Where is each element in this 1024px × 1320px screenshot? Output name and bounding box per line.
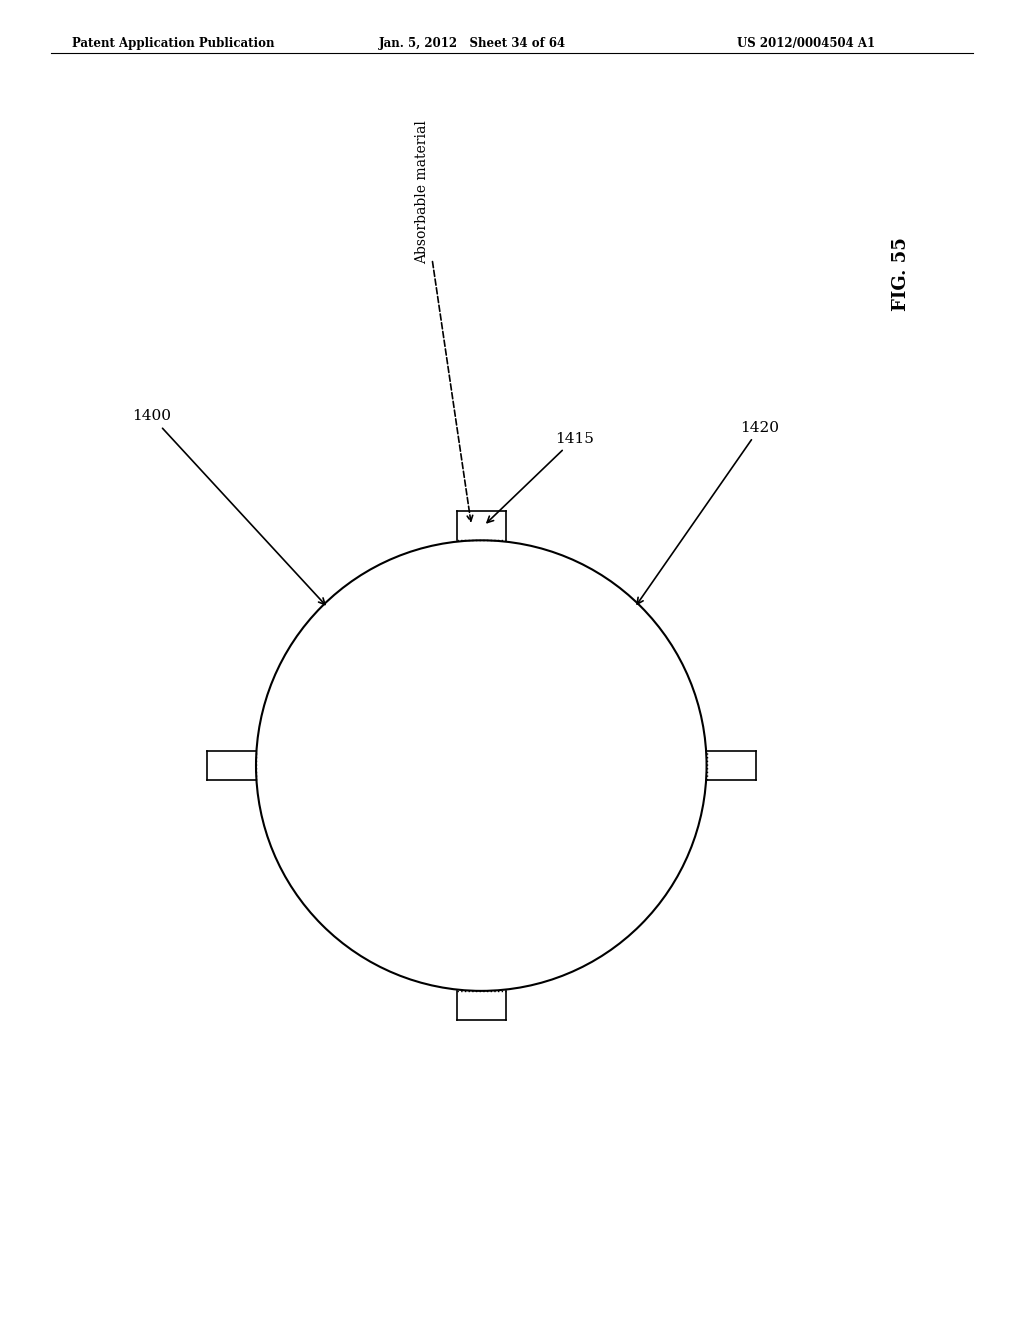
Text: Absorbable material: Absorbable material [416, 120, 473, 521]
Text: 1400: 1400 [132, 409, 325, 605]
Text: 1420: 1420 [637, 421, 779, 605]
Text: Jan. 5, 2012   Sheet 34 of 64: Jan. 5, 2012 Sheet 34 of 64 [379, 37, 566, 50]
Text: US 2012/0004504 A1: US 2012/0004504 A1 [737, 37, 876, 50]
Text: FIG. 55: FIG. 55 [892, 238, 910, 312]
Text: Patent Application Publication: Patent Application Publication [72, 37, 274, 50]
Text: 1415: 1415 [487, 432, 594, 523]
